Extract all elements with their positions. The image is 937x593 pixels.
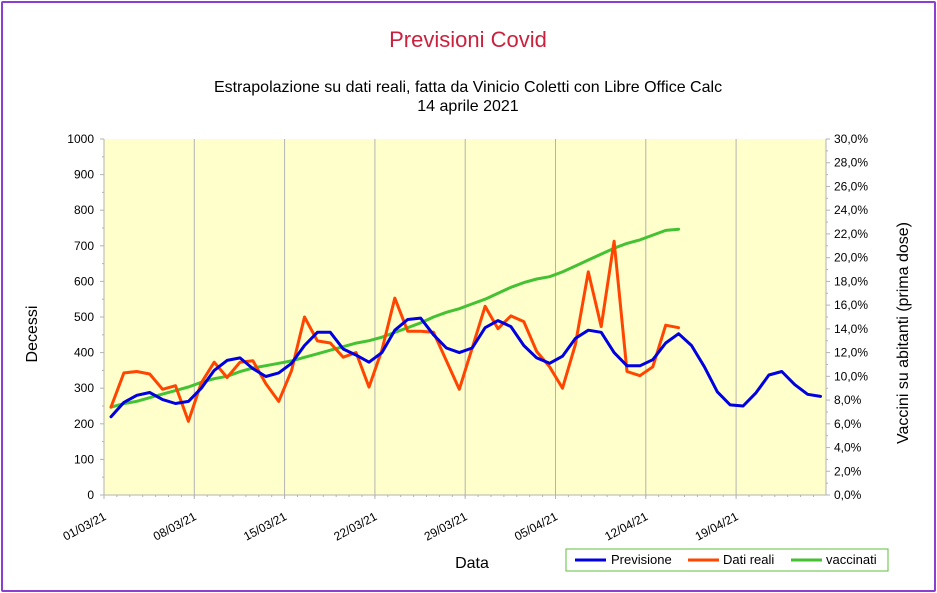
y2-tick-label: 12,0% [834, 346, 868, 360]
y2-tick-label: 2,0% [834, 464, 862, 478]
x-tick-label: 01/03/21 [61, 509, 109, 543]
x-tick-label: 22/03/21 [331, 509, 379, 543]
y2-tick-label: 6,0% [834, 417, 862, 431]
y-tick-label: 100 [74, 452, 94, 466]
y2-tick-label: 24,0% [834, 203, 868, 217]
y2-tick-label: 22,0% [834, 227, 868, 241]
y2-tick-label: 28,0% [834, 156, 868, 170]
y-tick-label: 0 [87, 488, 94, 502]
series-line-previsione [109, 316, 822, 419]
chart-title: Previsioni Covid [389, 27, 547, 52]
y-tick-label: 400 [74, 346, 94, 360]
legend-label-vaccinati: vaccinati [826, 552, 877, 567]
y2-tick-label: 8,0% [834, 393, 862, 407]
chart-subtitle-line2: 14 aprile 2021 [417, 98, 519, 115]
series-lines [109, 227, 822, 423]
y-tick-label: 300 [74, 381, 94, 395]
x-tick-label: 08/03/21 [151, 509, 199, 543]
y-tick-label: 800 [74, 203, 94, 217]
y2-tick-label: 4,0% [834, 441, 862, 455]
y-tick-label: 900 [74, 168, 94, 182]
y2-tick-label: 18,0% [834, 274, 868, 288]
legend-label-previsione: Previsione [611, 552, 672, 567]
y-axis-label: Decessi [24, 306, 41, 363]
x-tick-label: 15/03/21 [241, 509, 289, 543]
y2-axis-label: Vaccini su abitanti (prima dose) [895, 222, 912, 444]
y-tick-label: 200 [74, 417, 94, 431]
legend-label-dati-reali: Dati reali [723, 552, 774, 567]
y2-tick-label: 20,0% [834, 251, 868, 265]
x-tick-label: 29/03/21 [422, 509, 470, 543]
y-tick-label: 500 [74, 310, 94, 324]
y2-tick-label: 10,0% [834, 369, 868, 383]
x-tick-label: 05/04/21 [512, 509, 560, 543]
y-tick-label: 1000 [67, 132, 94, 146]
legend-box [565, 548, 889, 572]
y-tick-label: 600 [74, 274, 94, 288]
series-line-dati-reali [109, 239, 681, 423]
chart-subtitle-line1: Estrapolazione su dati reali, fatta da V… [214, 79, 722, 96]
grid-lines [103, 139, 827, 496]
y2-tick-label: 26,0% [834, 179, 868, 193]
y2-tick-label: 0,0% [834, 488, 862, 502]
x-axis-label: Data [455, 555, 489, 572]
y2-tick-label: 30,0% [834, 132, 868, 146]
axis-ticks: 01/03/21 08/03/21 15/03/21 22/03/21 29/03/21… [61, 132, 869, 544]
y2-tick-label: 14,0% [834, 322, 868, 336]
y2-tick-label: 16,0% [834, 298, 868, 312]
legend: Previsione Dati reali vaccinati [565, 548, 889, 572]
y-tick-label: 700 [74, 239, 94, 253]
x-tick-label: 12/04/21 [602, 509, 650, 543]
x-tick-label: 19/04/21 [693, 509, 741, 543]
